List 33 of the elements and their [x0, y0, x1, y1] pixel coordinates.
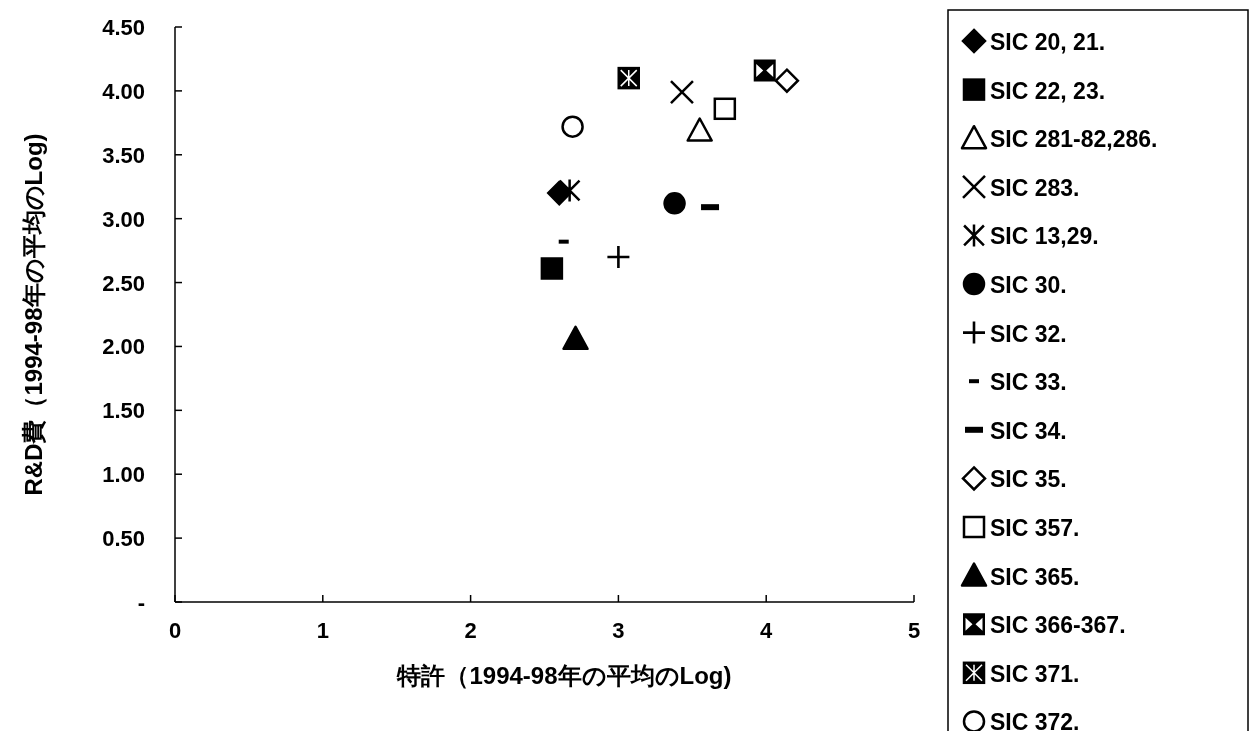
- legend-label: SIC 34.: [990, 417, 1067, 444]
- legend-label: SIC 371.: [990, 660, 1080, 687]
- legend-label: SIC 372.: [990, 709, 1080, 731]
- legend-label: SIC 365.: [990, 563, 1080, 590]
- y-tick-label: 0.50: [102, 526, 145, 552]
- legend-label: SIC 283.: [990, 174, 1080, 201]
- y-tick-label: 3.00: [102, 206, 145, 232]
- y-tick-label: 2.00: [102, 334, 145, 360]
- legend-label: SIC 33.: [990, 369, 1067, 396]
- y-tick-label: 4.00: [102, 78, 145, 104]
- legend-label: SIC 35.: [990, 466, 1067, 493]
- x-tick-label: 4: [760, 618, 774, 643]
- x-tick-label: 5: [907, 618, 921, 643]
- y-tick-label: 1.00: [102, 462, 145, 488]
- x-tick-label: 1: [316, 618, 329, 643]
- x-tick-label: 2: [464, 618, 477, 643]
- legend-label: SIC 281-82,286.: [990, 126, 1158, 153]
- legend-label: SIC 366-367.: [990, 612, 1126, 639]
- x-axis-title: 特許（1994-98年の平均のLog): [396, 662, 732, 689]
- legend-label: SIC 357.: [990, 515, 1080, 541]
- x-tick-label: 0: [168, 618, 182, 643]
- legend-label: SIC 30.: [990, 272, 1067, 298]
- y-tick-label: 1.50: [102, 398, 145, 424]
- legend-label: SIC 13,29.: [990, 223, 1099, 250]
- legend-label: SIC 20, 21.: [990, 29, 1106, 55]
- y-tick-label: 2.50: [102, 270, 145, 296]
- x-tick-label: 3: [612, 618, 625, 643]
- legend-label: SIC 22, 23.: [990, 77, 1106, 104]
- y-tick-label: -: [137, 590, 145, 615]
- legend-label: SIC 32.: [990, 320, 1067, 347]
- y-axis-title: R&D費（1994-98年の平均のLog): [20, 133, 47, 496]
- y-tick-label: 4.50: [102, 15, 145, 40]
- y-tick-label: 3.50: [102, 142, 145, 168]
